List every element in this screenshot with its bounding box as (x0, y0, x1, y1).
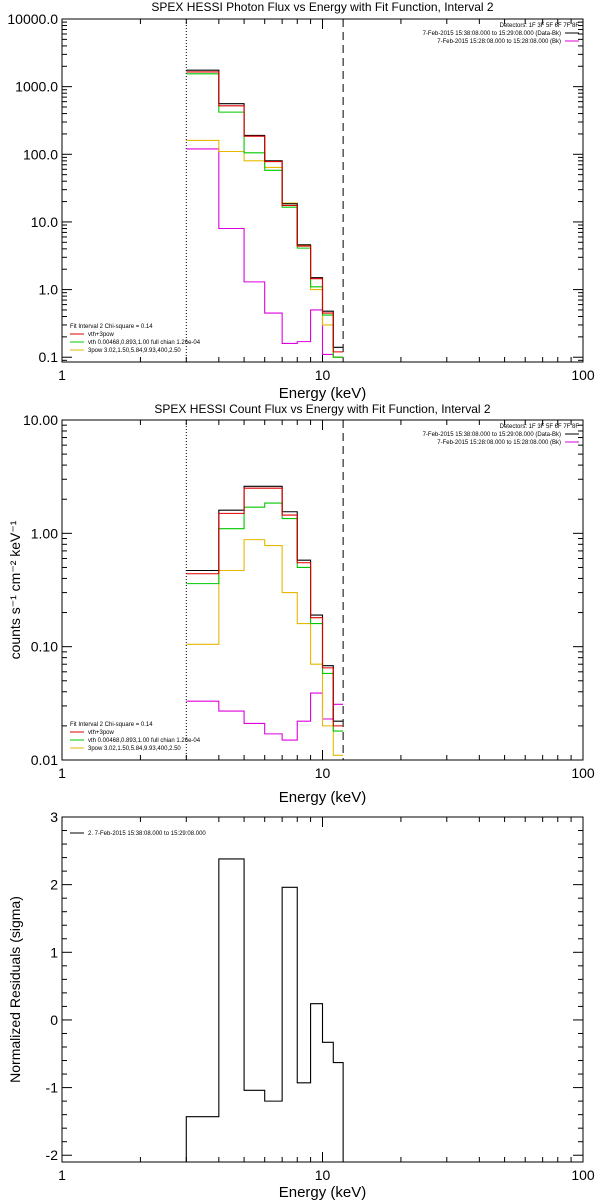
y-tick-label: 10000.0 (7, 11, 58, 27)
legend-left-label: vth+3pow (88, 730, 115, 736)
series-group (186, 485, 344, 756)
x-tick-label: 10 (315, 1167, 331, 1183)
series-step-line-0 (186, 485, 344, 722)
chart-title: SPEX HESSI Count Flux vs Energy with Fit… (154, 402, 490, 416)
x-axis-label: Energy (keV) (279, 1184, 367, 1200)
y-tick-label: 0.01 (31, 752, 58, 768)
y-tick-label: 1 (50, 944, 58, 960)
x-tick-label: 100 (571, 765, 595, 781)
series-step-line-2 (186, 502, 344, 732)
legend-right-label: 7-Feb-2015 15:28:08.000 to 15:28:08.000 … (437, 39, 561, 45)
series-step-line-3 (186, 539, 344, 756)
x-axis-label: Energy (keV) (279, 385, 367, 402)
legend-left-label: 3pow 3.02,1.50,5.84,9.93,400,2.50 (88, 348, 181, 354)
legend-left-label: vth+3pow (88, 332, 115, 338)
legend-left-label: vth 0.00468,0.893,1.00 full chian 1.26e-… (88, 340, 201, 346)
legend-right-label: 7-Feb-2015 15:28:08.000 to 15:28:08.000 … (437, 440, 561, 446)
legend-right-label: 7-Feb-2015 15:38:08.000 to 15:29:08.000 … (423, 432, 561, 438)
series-step-line-0 (186, 69, 344, 348)
x-tick-label: 100 (571, 367, 595, 383)
legend-right-label: Detectors: 1F 3F 5F 6F 7F 8F (500, 23, 580, 29)
y-axis-label: Normalized Residuals (sigma) (7, 896, 23, 1083)
x-tick-label: 1 (58, 367, 66, 383)
legend-right-label: Detectors: 1F 3F 5F 6F 7F 8F (500, 424, 580, 430)
x-tick-label: 10 (315, 367, 331, 383)
y-tick-label: 0 (50, 1012, 58, 1028)
y-tick-label: 10.00 (23, 412, 58, 428)
series-step-line-3 (186, 139, 344, 358)
residuals-panel: 1 10 100 -2 -1 0 1 2 3 Energy (keV) Normalized Res… (7, 809, 595, 1200)
legend-left-label: 3pow 3.02,1.50,5.84,9.93,400,2.50 (88, 746, 181, 752)
x-tick-label: 10 (315, 765, 331, 781)
x-tick-label: 1 (58, 765, 66, 781)
y-tick-label: 0.1 (39, 349, 59, 365)
y-tick-label: 10.0 (31, 214, 58, 230)
legend-left-label: Fit Interval 2 Chi-square = 0.14 (70, 722, 153, 728)
plot-frame (61, 816, 584, 1163)
series-step-line-4 (186, 692, 344, 741)
series-step-line-2 (186, 73, 344, 358)
x-tick-label: 100 (571, 1167, 595, 1183)
chart-title: SPEX HESSI Photon Flux vs Energy with Fi… (151, 0, 493, 14)
count-flux-panel: SPEX HESSI Count Flux vs Energy with Fit… (7, 402, 595, 806)
legend-right-label: 7-Feb-2015 15:38:08.000 to 15:29:08.000 … (423, 31, 561, 37)
photon-flux-panel: SPEX HESSI Photon Flux vs Energy with Fi… (7, 0, 595, 402)
legend-left-label: vth 0.00468,0.893,1.00 full chian 1.26e-… (88, 738, 201, 744)
series-step-line-1 (186, 487, 344, 727)
y-tick-label: -1 (46, 1080, 59, 1096)
y-tick-label: 3 (50, 809, 58, 825)
legend-left-label: 2. 7-Feb-2015 15:38:08.000 to 15:29:08.0… (88, 831, 206, 837)
y-tick-label: 1.00 (31, 525, 58, 541)
x-tick-label: 1 (58, 1167, 66, 1183)
series-group (186, 69, 344, 358)
series-step-line-4 (186, 148, 344, 358)
y-axis-label: counts s⁻¹ cm⁻² keV⁻¹ (7, 520, 23, 659)
x-axis-label: Energy (keV) (279, 789, 367, 806)
y-tick-label: 0.10 (31, 639, 58, 655)
legend-left-label: Fit Interval 2 Chi-square = 0.14 (70, 324, 153, 330)
y-tick-label: 2 (50, 877, 58, 893)
y-tick-label: 1000.0 (15, 79, 58, 95)
series-step-line-1 (186, 71, 344, 353)
series-step-line-0 (185, 858, 344, 1162)
series-group (185, 858, 344, 1162)
y-tick-label: 1.0 (39, 282, 59, 298)
y-tick-label: -2 (46, 1147, 59, 1163)
y-tick-label: 100.0 (23, 146, 58, 162)
